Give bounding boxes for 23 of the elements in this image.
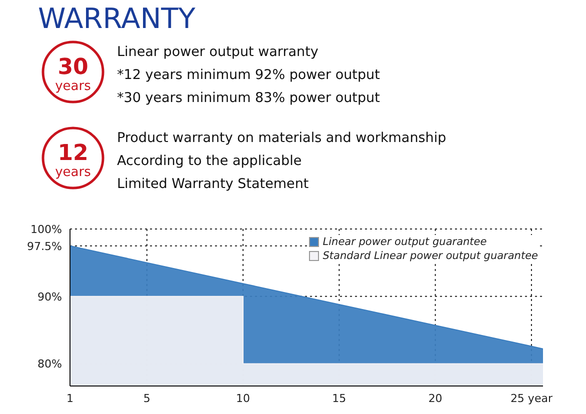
text: WARRANTY — [38, 2, 196, 35]
x-tick-label: 10 — [236, 392, 250, 405]
text: Product warranty on materials and workmanship — [117, 130, 446, 146]
y-tick-label: 90% — [38, 290, 62, 304]
text: Standard Linear power output guarantee — [322, 249, 538, 263]
text: 12 — [58, 141, 88, 166]
x-tick-label: 5 — [143, 392, 150, 405]
y-tick-label: 97.5% — [27, 240, 62, 253]
y-tick-label: 80% — [38, 358, 62, 371]
text: Linear power output warranty — [117, 44, 318, 60]
text: *12 years minimum 92% power output — [117, 67, 380, 83]
text: years — [55, 79, 92, 94]
x-tick-label: 25 year — [510, 392, 553, 405]
y-tick-label: 100% — [30, 222, 62, 236]
text: 30 — [58, 55, 88, 80]
x-tick-label: 20 — [428, 392, 442, 405]
text: According to the applicable — [117, 153, 302, 169]
text: *30 years minimum 83% power output — [117, 90, 380, 106]
x-tick-label: 15 — [332, 392, 346, 405]
legend-label: Linear power output guarantee — [322, 235, 487, 249]
x-tick-label: 1 — [66, 392, 74, 405]
text: Limited Warranty Statement — [117, 176, 309, 192]
text: years — [55, 165, 92, 180]
